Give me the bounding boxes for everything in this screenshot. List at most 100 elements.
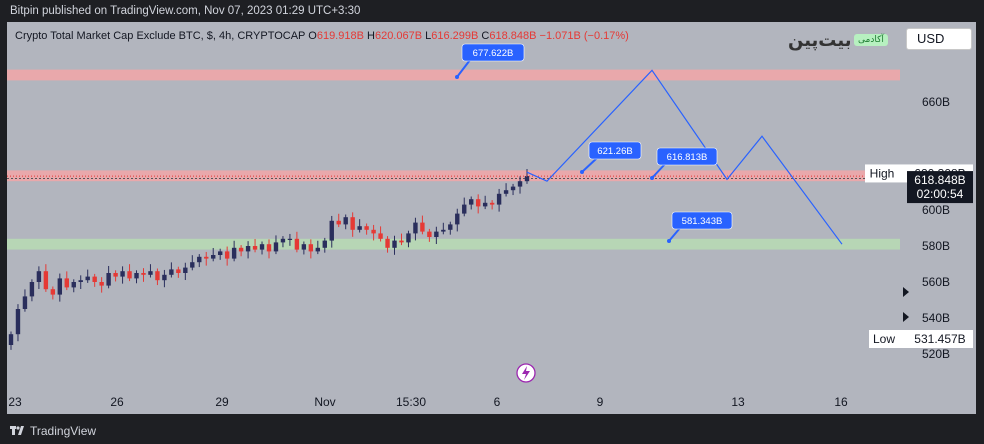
candle-body <box>99 282 104 286</box>
legend-symbol: Crypto Total Market Cap Exclude BTC, $, … <box>15 30 306 42</box>
candle-body <box>197 256 202 263</box>
legend-change: −1.071B (−0.17%) <box>539 30 629 42</box>
low-label-box <box>869 330 907 348</box>
publisher-bar: Bitpin published on TradingView.com, Nov… <box>0 0 984 22</box>
candle-body <box>385 238 390 248</box>
candle-body <box>524 176 530 182</box>
candle-body <box>378 233 383 239</box>
candle-body <box>50 289 56 295</box>
candle-body <box>496 193 502 205</box>
candle-body <box>462 204 467 214</box>
x-tick-3: Nov <box>314 395 335 409</box>
candle-body <box>517 181 523 187</box>
legend-open-label: O <box>308 30 317 42</box>
candle-body <box>169 269 174 275</box>
callout-anchor-1 <box>580 170 584 174</box>
candle-body <box>231 247 237 259</box>
x-tick-1: 26 <box>110 395 124 409</box>
candle-body <box>64 278 69 288</box>
x-tick-5: 6 <box>494 395 501 409</box>
y-tick-1: 540B <box>922 311 950 325</box>
price-axis-bg <box>900 22 976 414</box>
candle-body <box>120 271 125 277</box>
candle-body <box>190 262 195 268</box>
candle-body <box>259 244 265 250</box>
candle-body <box>406 233 411 243</box>
candle-body <box>329 220 334 241</box>
lightning-bolt-icon <box>522 366 530 380</box>
callout-pointer-1 <box>581 157 598 173</box>
y-tick-5: 660B <box>922 95 950 109</box>
candle-body <box>176 269 181 273</box>
candle-body <box>211 255 216 259</box>
zone-2 <box>7 238 900 250</box>
candle-body <box>434 231 439 237</box>
callout-pointer-0 <box>456 59 471 78</box>
candle-body <box>371 229 376 234</box>
x-tick-4: 15:30 <box>396 395 426 409</box>
candle-body <box>15 309 21 335</box>
candle-body <box>475 199 481 207</box>
x-tick-8: 16 <box>834 395 848 409</box>
candle-body <box>155 271 160 281</box>
y-tick-2: 560B <box>922 275 950 289</box>
callout-anchor-2 <box>650 176 654 180</box>
candle-body <box>29 282 35 297</box>
publisher-line: Bitpin published on TradingView.com, Nov… <box>10 5 361 17</box>
candle-body <box>113 273 118 277</box>
candle-body <box>78 280 83 282</box>
zone-1 <box>7 170 900 182</box>
callout-box-2 <box>656 147 718 166</box>
candle-body <box>448 224 453 230</box>
low-value: 531.457B <box>914 332 965 346</box>
candle-body <box>57 278 63 295</box>
candle-body <box>343 217 348 225</box>
last-price-value: 618.848B <box>914 173 965 187</box>
legend-open: 619.918B <box>316 30 364 42</box>
candle-body <box>350 217 355 230</box>
high-label: High <box>870 166 895 180</box>
tradingview-logo-icon <box>10 426 24 435</box>
x-tick-7: 13 <box>731 395 745 409</box>
candle-body <box>336 220 341 225</box>
footer-bar: TradingView <box>0 418 984 444</box>
candle-body <box>280 238 286 243</box>
x-tick-2: 29 <box>215 395 229 409</box>
candle-body <box>287 238 293 240</box>
candle-body <box>364 226 369 230</box>
chart-area[interactable]: 677.622B 621.26B 616.813B 581.343B 520B 540B… <box>7 22 976 414</box>
bitpin-logo: بیت‌پین <box>788 30 852 51</box>
projection-path <box>526 69 843 245</box>
candle-body <box>420 222 425 232</box>
legend-high: 620.067B <box>374 30 423 42</box>
callout-box-1 <box>588 141 642 160</box>
candle-body <box>127 271 132 279</box>
candle-body <box>294 238 300 250</box>
high-label-box <box>865 164 907 183</box>
scroll-right-arrow-icon-2 <box>903 312 909 322</box>
candle-body <box>266 244 272 252</box>
callout-anchor-3 <box>667 239 671 243</box>
candle-body <box>301 244 307 250</box>
candle-body <box>224 251 230 259</box>
candle-body <box>36 271 42 282</box>
legend-close: 618.848B <box>489 30 537 42</box>
candle-body <box>85 276 90 281</box>
legend-low-label: L <box>425 30 432 42</box>
candle-body <box>252 246 258 250</box>
candle-body <box>413 222 418 234</box>
currency-selector[interactable]: USD <box>906 28 972 50</box>
candle-body <box>503 190 509 194</box>
chart-svg[interactable]: 677.622B 621.26B 616.813B 581.343B 520B 540B… <box>7 22 976 414</box>
candle-body <box>238 247 244 252</box>
candle-body <box>399 240 404 243</box>
callout-box-0 <box>461 43 525 62</box>
candle-body <box>162 274 167 281</box>
tradingview-brand[interactable]: TradingView <box>30 424 97 438</box>
candle-body <box>455 213 460 225</box>
candle-body <box>148 271 153 275</box>
legend-close-label: C <box>481 30 490 42</box>
candle-body <box>22 296 28 309</box>
academy-badge: آکادمی <box>854 34 888 46</box>
candle-body <box>273 242 279 252</box>
